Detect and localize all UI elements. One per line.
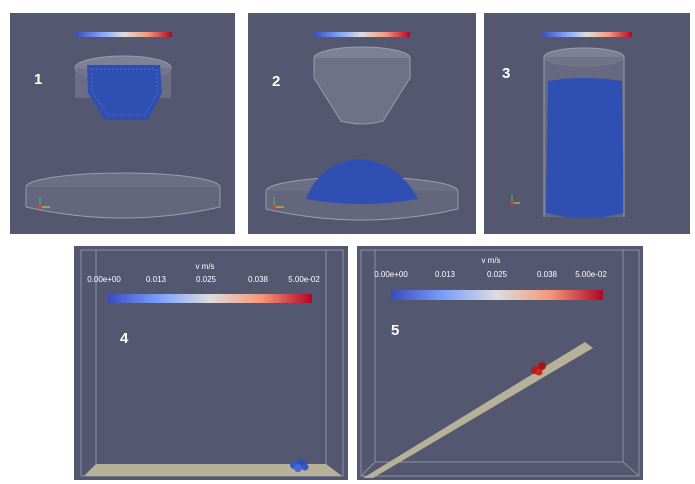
- tick-label: 0.025: [486, 270, 508, 279]
- panel-1-scene: [25, 55, 221, 219]
- panel-2-number: 2: [272, 73, 281, 90]
- panel-5-number: 5: [391, 322, 400, 339]
- colorbar-tick-labels: 0.00e+00 0.013 0.025 0.038 5.00e-02: [87, 275, 320, 285]
- panel-3-number: 3: [502, 65, 511, 82]
- tick-label: 5.00e-02: [575, 270, 607, 279]
- particle-heap: [306, 159, 418, 204]
- panel-4-number: 4: [120, 330, 129, 347]
- colorbar-mini-3: [542, 21, 632, 37]
- panel-5: v m/s 0.00e+00 0.013 0.025 0.038 5.00e-0…: [357, 246, 643, 480]
- panel-3-scene: [510, 47, 625, 218]
- colorbar-title: v m/s: [481, 256, 501, 265]
- particle-cluster-hot: [531, 362, 546, 376]
- colorbar-large-5: v m/s 0.00e+00 0.013 0.025 0.038 5.00e-0…: [371, 256, 611, 304]
- particle-bed: [87, 65, 162, 120]
- panel-2: 2: [248, 13, 476, 234]
- tick-label: 0.038: [247, 275, 269, 284]
- tick-label: 0.025: [195, 275, 217, 284]
- colorbar-gradient: [108, 294, 312, 303]
- tick-label: 0.013: [145, 275, 167, 284]
- tick-label: 0.013: [434, 270, 456, 279]
- panel-2-scene: [265, 46, 459, 221]
- colorbar-mini-1: [76, 21, 172, 37]
- colorbar-title: v m/s: [195, 262, 215, 271]
- floor-plate: [84, 464, 342, 476]
- tick-label: 0.038: [536, 270, 558, 279]
- colorbar-large-4: v m/s 0.00e+00 0.013 0.025 0.038 5.00e-0…: [87, 262, 320, 310]
- particle-texture: [91, 68, 159, 116]
- colorbar-mini-2-gradient: [314, 32, 410, 37]
- domain-box: [360, 249, 640, 477]
- panel-4-scene: [80, 249, 344, 477]
- base-ring-wall: [25, 187, 221, 219]
- tick-label: 0.00e+00: [374, 270, 408, 279]
- panel-4: v m/s 0.00e+00 0.013 0.025 0.038 5.00e-0…: [74, 246, 348, 480]
- colorbar-mini-2: [314, 21, 410, 37]
- axes-icon: [272, 197, 284, 209]
- colorbar-tick-labels: 0.00e+00 0.013 0.025 0.038 5.00e-02: [371, 270, 611, 280]
- tick-label: 5.00e-02: [288, 275, 320, 284]
- inclined-plane: [363, 342, 593, 478]
- panel-3: 3: [484, 13, 690, 234]
- panel-1-number: 1: [34, 71, 43, 88]
- colorbar-mini-3-gradient: [542, 32, 632, 37]
- hopper-cone: [313, 58, 411, 125]
- particle-column: [546, 78, 624, 218]
- particle-cluster: [290, 459, 309, 472]
- axes-icon: [510, 195, 520, 205]
- axes-icon: [38, 197, 50, 209]
- panel-1: 1: [10, 13, 235, 234]
- tick-label: 0.00e+00: [87, 275, 121, 284]
- colorbar-mini-1-gradient: [76, 32, 172, 37]
- panel-5-scene: [360, 249, 640, 478]
- colorbar-gradient: [391, 290, 603, 300]
